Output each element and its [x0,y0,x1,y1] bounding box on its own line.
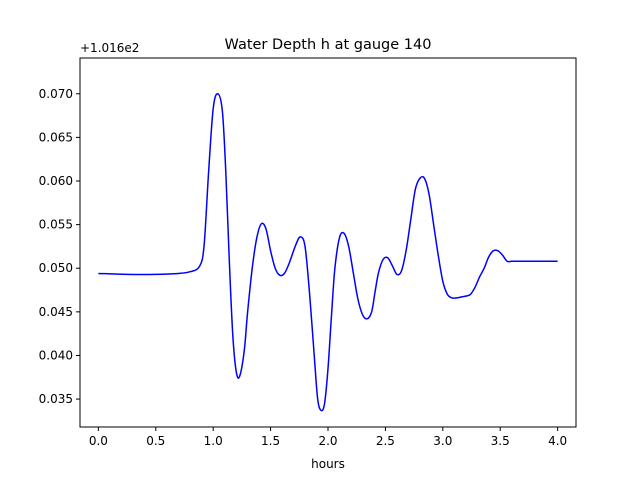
x-axis-ticks: 0.0 0.5 1.0 1.5 2.0 2.5 3.0 3.5 4.0 [89,427,567,448]
x-axis-label: hours [311,457,345,471]
y-axis-ticks: 0.035 0.040 0.045 0.050 0.055 0.060 0.065 0.070 [39,87,80,406]
y-offset-label: +1.016e2 [80,41,139,55]
y-tick-label: 0.045 [39,305,73,319]
chart-title: Water Depth h at gauge 140 [225,37,432,53]
x-tick-label: 0.0 [89,434,108,448]
x-tick-label: 1.0 [204,434,223,448]
y-tick-label: 0.035 [39,392,73,406]
y-tick-label: 0.040 [39,348,73,362]
x-tick-label: 3.0 [433,434,452,448]
y-tick-label: 0.055 [39,218,73,232]
series-line-water-depth [98,92,558,412]
x-tick-label: 2.0 [318,434,337,448]
y-tick-label: 0.050 [39,261,73,275]
x-tick-label: 0.5 [146,434,165,448]
plot-frame [79,57,577,428]
x-tick-label: 2.5 [376,434,395,448]
y-tick-label: 0.070 [39,87,73,101]
y-tick-label: 0.065 [39,130,73,144]
y-tick-label: 0.060 [39,174,73,188]
x-tick-label: 3.5 [491,434,510,448]
x-tick-label: 4.0 [548,434,567,448]
x-tick-label: 1.5 [261,434,280,448]
